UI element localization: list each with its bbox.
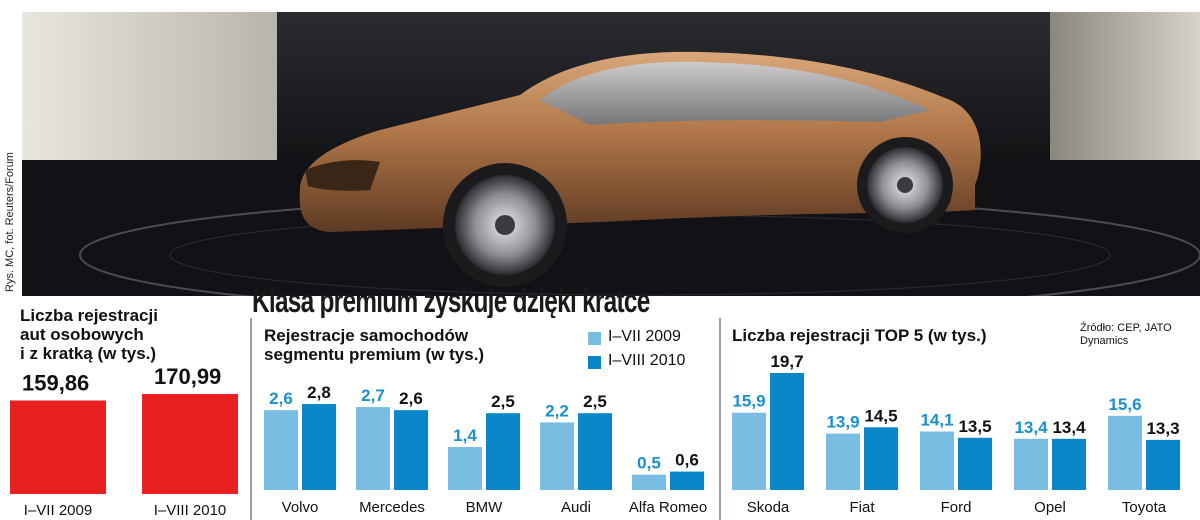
chart-premium-registrations: 2,6 2,8 Volvo 2,7 2,6 Mercedes 1,4 2,5 BMW 2,2 2,5… xyxy=(264,383,707,516)
chart-top5-registrations: 15,9 19,7 Skoda 13,9 14,5 Fiat 14,1 13,5 Ford 13,… xyxy=(732,352,1180,516)
category-label: Alfa Romeo xyxy=(629,499,707,516)
data-label: 13,4 xyxy=(1014,418,1048,437)
chart-title: Liczba rejestracji TOP 5 (w tys.) xyxy=(732,326,987,345)
data-label: 14,1 xyxy=(920,411,953,430)
data-label: 2,8 xyxy=(307,383,331,402)
bar xyxy=(770,373,804,490)
category-label: I–VIII 2010 xyxy=(154,502,227,519)
data-label: 2,6 xyxy=(269,389,293,408)
category-label: Skoda xyxy=(747,499,790,516)
bar xyxy=(264,410,298,490)
data-label: 2,7 xyxy=(361,386,385,405)
legend-label-2009: I–VII 2009 xyxy=(608,328,681,345)
category-label: BMW xyxy=(466,499,504,516)
legend-swatch-2009 xyxy=(588,332,601,345)
data-label: 13,3 xyxy=(1146,419,1179,438)
bar xyxy=(142,394,238,494)
data-label: 15,9 xyxy=(732,392,765,411)
legend-label-2010: I–VIII 2010 xyxy=(608,352,686,369)
bar xyxy=(632,474,666,490)
bar xyxy=(540,422,574,490)
data-label: 170,99 xyxy=(154,364,221,389)
panel-top5-registrations: Liczba rejestracji TOP 5 (w tys.) Źródło… xyxy=(724,318,1200,520)
data-label: 1,4 xyxy=(453,426,477,445)
category-label: Fiat xyxy=(849,499,875,516)
data-label: 2,6 xyxy=(399,389,423,408)
bar xyxy=(394,410,428,490)
bar xyxy=(578,413,612,490)
category-label: Audi xyxy=(561,499,591,516)
bar xyxy=(1108,415,1142,490)
bar xyxy=(10,400,106,494)
data-label: 0,5 xyxy=(637,454,661,473)
data-label: 14,5 xyxy=(864,406,897,425)
data-label: 15,6 xyxy=(1108,395,1141,414)
category-label: Mercedes xyxy=(359,499,425,516)
category-label: Opel xyxy=(1034,499,1066,516)
bar xyxy=(864,427,898,490)
divider xyxy=(719,318,721,520)
source-note: Źródło: CEP, JATO Dynamics xyxy=(1080,322,1172,347)
bar xyxy=(670,471,704,490)
divider xyxy=(250,318,252,520)
chart-title: Rejestracje samochodów segmentu premium … xyxy=(264,326,485,364)
legend-swatch-2010 xyxy=(588,356,601,369)
bar xyxy=(732,412,766,490)
photo-credit: Rys. MC, fot. Reuters/Forum xyxy=(4,152,16,292)
category-label: Volvo xyxy=(282,499,319,516)
data-label: 13,9 xyxy=(826,413,859,432)
chart-total-registrations: 159,86 I–VII 2009 170,99 I–VIII 2010 xyxy=(10,364,238,519)
bar xyxy=(1014,438,1048,490)
data-label: 2,2 xyxy=(545,401,569,420)
panel-total-registrations: Liczba rejestracji aut osobowych i z kra… xyxy=(10,296,246,520)
category-label: Toyota xyxy=(1122,499,1167,516)
data-label: 2,5 xyxy=(491,392,515,411)
bar xyxy=(1052,438,1086,490)
category-label: I–VII 2009 xyxy=(24,502,92,519)
data-label: 13,5 xyxy=(958,417,991,436)
bar xyxy=(920,431,954,490)
data-label: 19,7 xyxy=(770,352,803,371)
category-label: Ford xyxy=(941,499,972,516)
bar xyxy=(1146,439,1180,490)
headline: Klasa premium zyskuje dzięki kratce xyxy=(252,282,650,319)
panel-premium-registrations: Rejestracje samochodów segmentu premium … xyxy=(256,318,718,520)
data-label: 13,4 xyxy=(1052,418,1086,437)
data-label: 0,6 xyxy=(675,451,699,470)
bar xyxy=(958,437,992,490)
bar xyxy=(486,413,520,490)
data-label: 2,5 xyxy=(583,392,607,411)
bar xyxy=(826,433,860,490)
data-label: 159,86 xyxy=(22,371,89,396)
bar xyxy=(356,407,390,490)
bar xyxy=(448,447,482,490)
bar xyxy=(302,404,336,490)
chart-title: Liczba rejestracji aut osobowych i z kra… xyxy=(20,306,158,363)
